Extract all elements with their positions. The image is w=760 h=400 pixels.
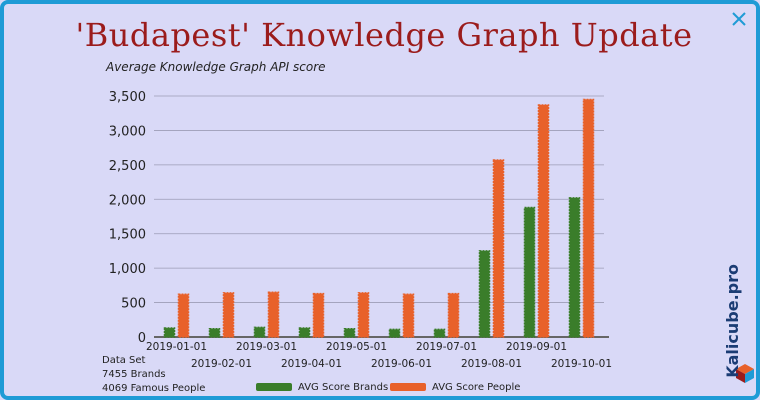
bar-people [312,292,325,338]
bar-people [357,292,370,338]
dataset-info-brands: 7455 Brands [102,369,166,380]
x-tick-label: 2019-04-01 [281,358,342,370]
bar-brands [478,250,491,338]
bar-people [537,104,550,338]
bar-brands [523,206,536,338]
x-tick-label: 2019-01-01 [146,341,207,353]
chart-title: 'Budapest' Knowledge Graph Update [75,16,693,54]
x-tick-label: 2019-08-01 [461,358,522,370]
x-tick-label: 2019-05-01 [326,341,387,353]
bar-people [222,292,235,338]
brand-logo-text: Kalicube.pro [723,264,742,378]
bar-brands [388,328,401,338]
y-tick-label: 2,500 [109,159,146,174]
y-tick-label: 1,500 [109,228,146,243]
y-tick-label: 3,500 [109,90,146,105]
x-tick-label: 2019-06-01 [371,358,432,370]
x-tick-label: 2019-03-01 [236,341,297,353]
y-tick-label: 0 [138,331,146,346]
legend-item-people: AVG Score People [390,382,520,393]
x-tick-label: 2019-07-01 [416,341,477,353]
dataset-info-title: Data Set [102,355,146,366]
bar-brands [163,327,176,338]
bar-people [492,159,505,338]
corner-x-icon [732,12,746,26]
bar-brands [343,327,356,338]
bar-people [267,291,280,338]
legend-label-people: AVG Score People [432,382,521,393]
bar-brands [298,327,311,338]
y-tick-label: 1,000 [109,262,146,277]
dataset-info-people: 4069 Famous People [102,383,206,394]
bar-brands [568,197,581,338]
bar-people [447,292,460,338]
bar-people [177,293,190,338]
bar-brands [208,327,221,338]
x-tick-label: 2019-02-01 [191,358,252,370]
y-tick-label: 500 [121,297,146,312]
x-tick-label: 2019-09-01 [506,341,567,353]
bar-brands [253,326,266,338]
dataset-info: Data Set 7455 Brands 4069 Famous People [102,354,205,396]
legend-swatch-people [390,383,426,391]
y-tick-label: 2,000 [109,193,146,208]
bar-people [582,98,595,338]
y-axis-label: Average Knowledge Graph API score [106,60,326,74]
y-tick-label: 3,000 [109,124,146,139]
legend-label-brands: AVG Score Brands [298,382,389,393]
kalicube-logo-icon [736,364,754,383]
legend-swatch-brands [256,383,292,391]
x-tick-label: 2019-10-01 [551,358,612,370]
bar-chart: 0 500 1,000 1,500 2,000 2,500 3,000 3,500 2019-0… [109,90,612,370]
bar-brands [433,328,446,338]
bar-people [402,293,415,338]
legend-item-brands: AVG Score Brands [256,382,388,393]
